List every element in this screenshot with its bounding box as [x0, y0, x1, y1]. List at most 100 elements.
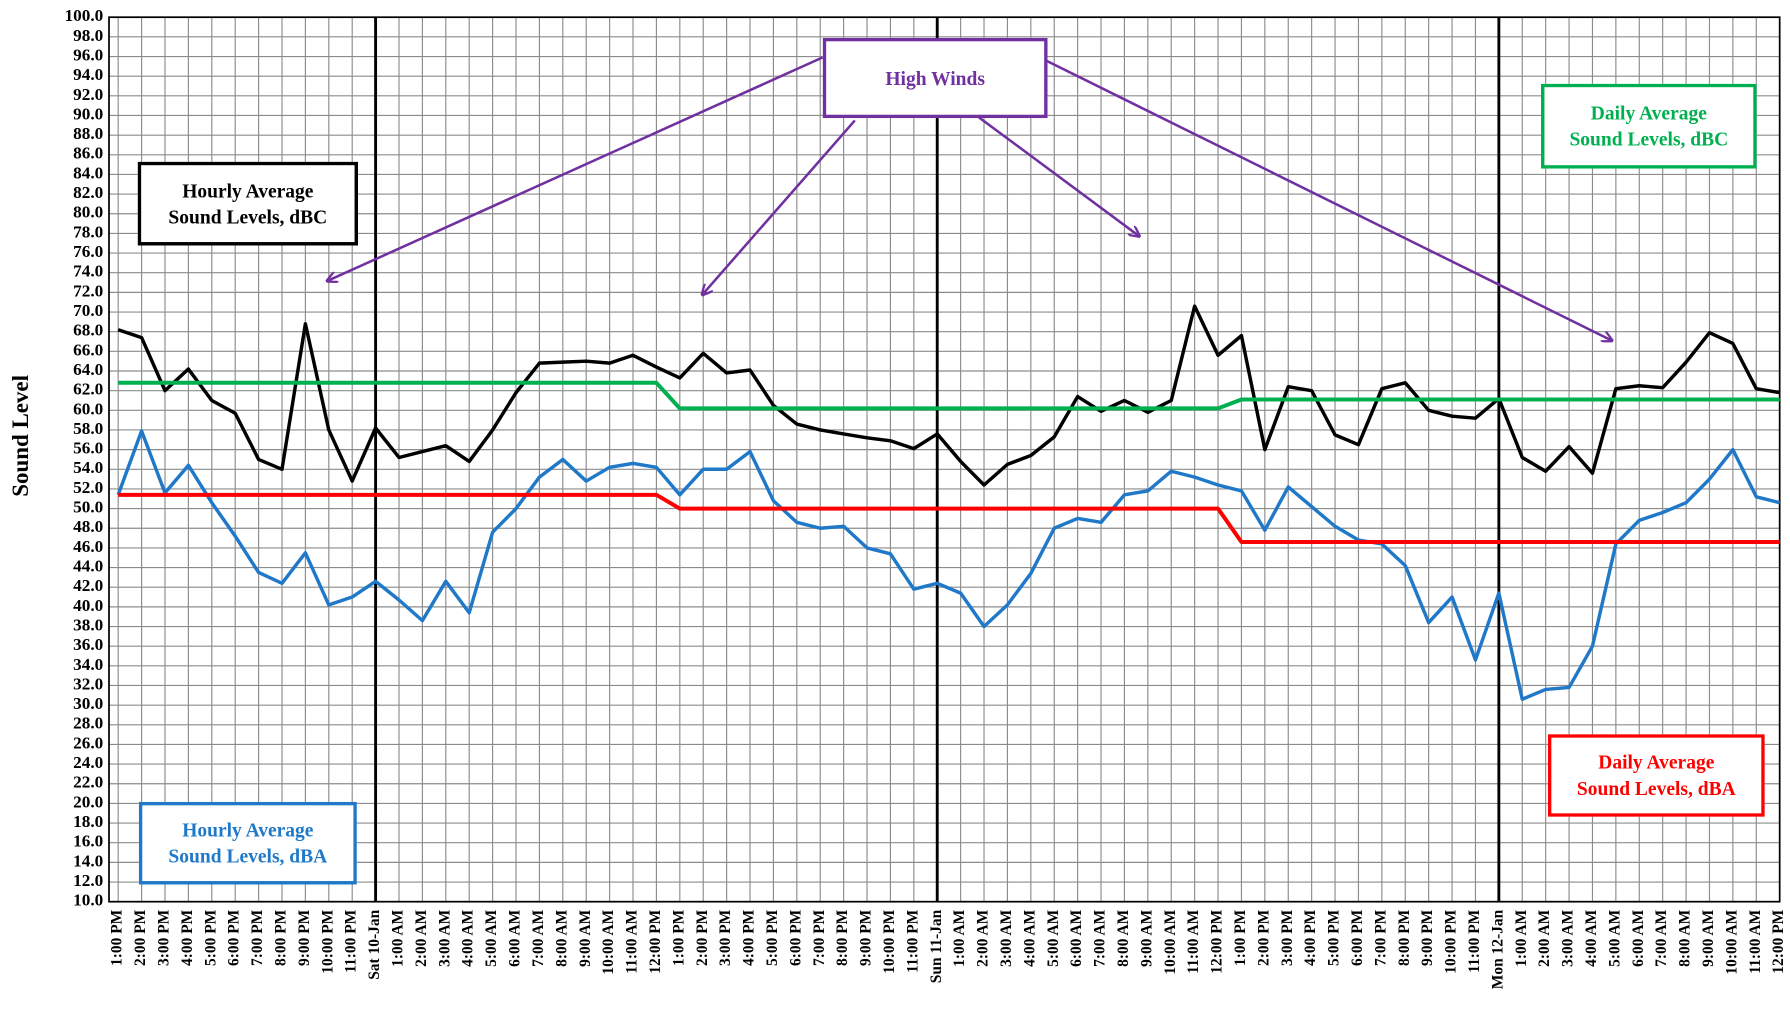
- x-tick-label: 9:00 PM: [858, 909, 875, 966]
- y-tick-label: 68.0: [73, 321, 103, 340]
- x-tick-label: 11:00 AM: [1185, 909, 1202, 973]
- x-tick-label: 6:00 AM: [507, 909, 524, 967]
- x-tick-label: 3:00 PM: [156, 909, 173, 966]
- y-tick-label: 18.0: [73, 812, 103, 831]
- x-tick-label: 4:00 PM: [1302, 909, 1319, 966]
- x-tick-label: 10:00 AM: [1723, 909, 1740, 974]
- x-tick-label: 11:00 AM: [624, 909, 641, 973]
- x-tick-label: 7:00 AM: [1092, 909, 1109, 967]
- x-tick-label: 11:00 PM: [904, 909, 921, 973]
- x-tick-label: 12:00 PM: [1770, 909, 1787, 973]
- y-tick-label: 78.0: [73, 222, 103, 241]
- x-tick-label: 10:00 PM: [319, 909, 336, 973]
- x-tick-label: 4:00 AM: [1021, 909, 1038, 967]
- x-tick-label: 5:00 AM: [1606, 909, 1623, 967]
- x-tick-label: 8:00 PM: [834, 909, 851, 966]
- x-tick-label: 2:00 AM: [413, 909, 430, 967]
- x-tick-label: 8:00 PM: [273, 909, 290, 966]
- series-line: [116, 429, 1781, 701]
- x-tick-label: 5:00 PM: [202, 909, 219, 966]
- series-line: [118, 380, 1780, 411]
- y-tick-label: 34.0: [73, 655, 103, 674]
- x-tick-label: 8:00 AM: [553, 909, 570, 967]
- series-label: Daily Average Sound Levels, dBA: [1547, 734, 1765, 817]
- y-tick-label: 10.0: [73, 891, 103, 910]
- x-tick-label: 1:00 PM: [670, 909, 687, 966]
- x-tick-label: Sat 10-Jan: [366, 909, 383, 979]
- x-tick-label: 5:00 PM: [764, 909, 781, 966]
- y-tick-label: 76.0: [73, 242, 103, 261]
- x-tick-label: 4:00 AM: [460, 909, 477, 967]
- y-tick-label: 80.0: [73, 203, 103, 222]
- x-tick-label: 3:00 PM: [717, 909, 734, 966]
- arrows: [327, 56, 1612, 341]
- y-tick-label: 40.0: [73, 596, 103, 615]
- x-tick-label: 9:00 AM: [1138, 909, 1155, 967]
- y-tick-label: 98.0: [73, 26, 103, 45]
- y-tick-label: 72.0: [73, 281, 103, 300]
- annotation-arrow: [327, 56, 824, 281]
- x-tick-label: 2:00 AM: [1536, 909, 1553, 967]
- annotation-arrow: [702, 119, 856, 294]
- y-tick-label: 66.0: [73, 340, 103, 359]
- y-tick-label: 50.0: [73, 498, 103, 517]
- x-tick-label: 10:00 PM: [881, 909, 898, 973]
- x-tick-label: 9:00 PM: [1419, 909, 1436, 966]
- x-tick-label: 11:00 PM: [1466, 909, 1483, 973]
- x-tick-label: 2:00 AM: [975, 909, 992, 967]
- y-tick-label: 100.0: [65, 6, 104, 25]
- x-tick-label: 9:00 AM: [577, 909, 594, 967]
- x-tick-label: 8:00 PM: [1396, 909, 1413, 966]
- x-tick-label: 11:00 AM: [1747, 909, 1764, 973]
- y-tick-label: 14.0: [73, 851, 103, 870]
- x-tick-label: 2:00 PM: [132, 909, 149, 966]
- series-line: [117, 304, 1780, 487]
- grid: 10.012.014.016.018.020.022.024.026.028.0…: [65, 6, 1788, 989]
- x-tick-label: Sun 11-Jan: [928, 909, 945, 983]
- y-tick-label: 60.0: [73, 399, 103, 418]
- x-tick-label: 4:00 PM: [179, 909, 196, 966]
- y-tick-label: 12.0: [73, 871, 103, 890]
- x-tick-label: 5:00 PM: [1326, 909, 1343, 966]
- x-tick-label: 1:00 AM: [951, 909, 968, 967]
- x-tick-label: 12:00 PM: [647, 909, 664, 973]
- x-tick-label: 6:00 AM: [1630, 909, 1647, 967]
- y-tick-label: 24.0: [73, 753, 103, 772]
- x-tick-label: 1:00 PM: [1232, 909, 1249, 966]
- y-tick-label: 26.0: [73, 733, 103, 752]
- x-tick-label: 9:00 AM: [1700, 909, 1717, 967]
- x-tick-label: 1:00 PM: [109, 909, 126, 966]
- series-label: Hourly Average Sound Levels, dBC: [137, 161, 358, 246]
- x-tick-label: 5:00 AM: [483, 909, 500, 967]
- y-tick-label: 38.0: [73, 615, 103, 634]
- y-tick-label: 90.0: [73, 104, 103, 123]
- lines: [116, 304, 1781, 701]
- y-tick-label: 82.0: [73, 183, 103, 202]
- series-label-text: Daily Average Sound Levels, dBC: [1541, 83, 1757, 169]
- annotation-arrow: [1043, 58, 1612, 341]
- y-tick-label: 42.0: [73, 576, 103, 595]
- y-tick-label: 94.0: [73, 65, 103, 84]
- x-tick-label: 7:00 PM: [811, 909, 828, 966]
- x-tick-label: 2:00 PM: [1255, 909, 1272, 966]
- x-tick-label: 3:00 AM: [436, 909, 453, 967]
- y-tick-label: 92.0: [73, 85, 103, 104]
- x-tick-label: Mon 12-Jan: [1489, 909, 1506, 989]
- x-tick-label: 8:00 AM: [1115, 909, 1132, 967]
- x-tick-label: 9:00 PM: [296, 909, 313, 966]
- x-tick-label: 8:00 AM: [1677, 909, 1694, 967]
- x-tick-label: 6:00 PM: [226, 909, 243, 966]
- y-tick-label: 30.0: [73, 694, 103, 713]
- y-tick-label: 20.0: [73, 792, 103, 811]
- series-label-text: Hourly Average Sound Levels, dBC: [137, 161, 358, 246]
- annotation-text: High Winds: [822, 37, 1048, 119]
- y-tick-label: 22.0: [73, 773, 103, 792]
- x-tick-label: 1:00 AM: [1513, 909, 1530, 967]
- series-label-text: Hourly Average Sound Levels, dBA: [138, 801, 357, 885]
- annotations: Hourly Average Sound Levels, dBC Hourly A…: [137, 37, 1765, 885]
- y-tick-label: 52.0: [73, 478, 103, 497]
- y-tick-label: 96.0: [73, 45, 103, 64]
- y-tick-label: 88.0: [73, 124, 103, 143]
